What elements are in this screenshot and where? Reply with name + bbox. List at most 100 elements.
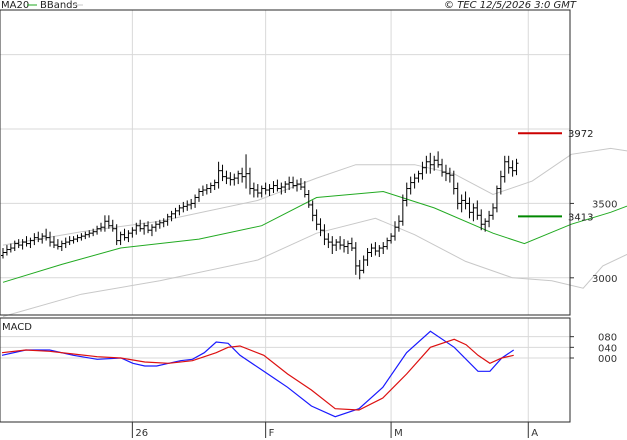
ohlc-bar [20,239,25,250]
ohlc-bar [67,236,72,246]
legend-bbands: BBands [40,0,78,11]
ohlc-bar [161,218,166,228]
main-panel: 3972 3413 3500 3000 [0,9,627,317]
ohlc-bar [1,248,5,259]
ohlc-bar [40,233,45,244]
ohlc-bar [149,224,154,237]
ohlc-bar [455,182,460,210]
ohlc-bar [79,233,84,241]
ohlc-bar [463,191,468,210]
ohlc-bar [314,209,319,231]
ohlc-bar [287,176,292,191]
ohlc-bar [16,239,21,249]
ohlc-bar [447,167,452,183]
ohlc-bar [498,170,503,195]
legend-ma: MA20 [1,0,29,11]
ohlc-bar [361,255,366,274]
ohlc-bar [393,221,397,241]
ohlc-bar [436,151,441,168]
header-bar [0,0,627,10]
ohlc-bar [291,176,296,189]
ohlc-bar [83,231,88,240]
ohlc-bar [185,200,190,211]
ohlc-bar [36,231,41,243]
ohlc-bar [424,155,429,174]
ohlc-bar [334,239,339,252]
ohlc-bar [259,185,264,198]
macd-y-tick-label: 040 [598,343,617,354]
ohlc-bar [99,222,103,232]
ohlc-bar [338,236,343,250]
ohlc-bar [279,182,284,195]
ohlc-bar [130,227,135,238]
ohlc-bar [479,209,484,231]
ohlc-bar [204,184,209,195]
ohlc-bar [51,236,56,249]
macd-lines [1,330,515,418]
ohlc-bar [357,259,362,280]
main-plot-area [0,10,570,315]
ohlc-bar [389,233,394,244]
ohlc-bar [416,170,421,183]
ohlc-bar [106,215,111,229]
ohlc-bar [353,242,358,275]
ohlc-bar [138,219,143,232]
macd-y-tick-label: 000 [598,354,617,365]
ohlc-bar [467,197,472,219]
ohlc-bar [32,233,37,246]
ohlc-bar [298,178,303,191]
ohlc-bar [283,181,288,193]
price-bars [1,151,519,280]
ohlc-bar [55,239,60,250]
ohlc-bar [142,222,147,235]
macd-plot-area [0,318,570,422]
ohlc-bar [153,221,158,232]
ohlc-bar [400,194,405,226]
ohlc-bar [330,236,335,254]
ohlc-bar [408,176,413,195]
ohlc-bar [487,210,492,228]
ohlc-bar [322,224,327,246]
ohlc-bar [310,200,315,222]
macd-title: MACD [2,322,32,333]
ohlc-bar [475,200,480,220]
ohlc-bar [126,230,131,243]
ohlc-bar [12,240,17,252]
ohlc-bar [275,179,280,192]
ohlc-bar [44,228,49,241]
ohlc-bar [157,219,162,229]
ohlc-bar [412,173,417,189]
x-tick-label: M [394,428,403,439]
ohlc-bar [87,230,92,238]
ohlc-bar [295,179,299,192]
ohlc-bar [169,210,174,222]
ohlc-bar [75,234,80,243]
ohlc-bar [24,236,29,247]
ohlc-bar [240,167,245,183]
ohlc-bar [267,184,272,196]
ohlc-bar [432,155,437,171]
ohlc-bar [59,240,64,252]
ohlc-bar [302,181,307,198]
ohlc-bar [396,215,401,232]
ohlc-bar [404,182,409,207]
main-panel-border [0,9,571,316]
x-tick-label: F [269,428,275,439]
ohlc-bar [220,164,225,182]
ohlc-bar [236,170,241,185]
ohlc-bar [373,242,378,256]
ohlc-bar [369,243,374,257]
ohlc-bar [118,231,123,246]
ohlc-bar [232,173,237,186]
macd-grid [0,318,570,422]
macd-series-macd [1,330,515,418]
ohlc-bar [8,243,13,253]
ohlc-bar [193,194,198,208]
support-resistance-levels: 3972 3413 [518,129,593,223]
ohlc-bar [212,179,217,191]
ohlc-bar [365,248,370,266]
ohlc-bar [381,242,386,254]
y-tick-label: 3500 [592,199,617,210]
macd-series-signal [1,338,514,411]
